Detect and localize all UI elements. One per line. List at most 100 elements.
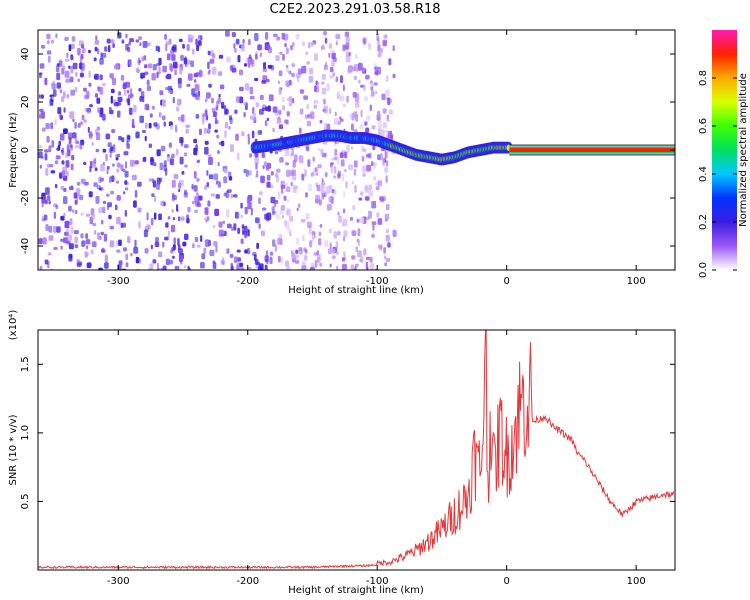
spectrogram-noise-cell (107, 202, 112, 208)
spectrogram-noise-cell (330, 162, 334, 166)
spectrogram-noise-cell (68, 243, 74, 250)
spectrogram-noise-cell (67, 234, 72, 242)
spectrogram-noise-cell (179, 137, 184, 144)
spectrogram-noise-cell (252, 107, 255, 115)
spectrogram-noise-cell (124, 170, 129, 178)
spectrogram-noise-cell (133, 104, 137, 113)
spectrogram-noise-cell (226, 248, 230, 254)
spectrogram-noise-cell (379, 197, 385, 203)
spectrogram-noise-cell (350, 216, 354, 221)
spectrogram-noise-cell (212, 53, 216, 59)
spectrogram-noise-cell (158, 66, 161, 75)
spectrogram-noise-cell (47, 40, 50, 45)
spectrogram-noise-cell (190, 35, 195, 39)
spectrogram-noise-cell (385, 234, 390, 242)
spectrogram-noise-cell (167, 216, 171, 220)
spectrogram-noise-cell (328, 228, 332, 234)
spectrogram-noise-cell (234, 109, 238, 114)
spectrogram-noise-cell (56, 72, 61, 81)
spectrogram-noise-cell (320, 185, 325, 194)
spectrogram-noise-cell (51, 96, 54, 100)
spectrogram-noise-cell (278, 110, 282, 115)
spectrogram-noise-cell (86, 245, 89, 250)
spectrogram-noise-cell (285, 186, 291, 193)
spectrogram-noise-cell (169, 158, 174, 166)
spectrogram-noise-cell (288, 70, 292, 75)
spectrogram-noise-cell (97, 86, 101, 92)
spectrogram-noise-cell (69, 76, 74, 83)
spectrogram-noise-cell (264, 120, 268, 127)
spectrogram-noise-cell (138, 88, 142, 92)
spectrogram-noise-cell (118, 260, 123, 266)
spectrogram-noise-cell (371, 221, 377, 225)
spectrogram-noise-cell (88, 70, 91, 78)
spectrogram-noise-cell (126, 143, 130, 149)
spectrogram-noise-cell (304, 169, 307, 177)
spectrogram-noise-cell (152, 180, 156, 188)
colorbar-tick-label: 0.6 (698, 118, 709, 134)
spectrogram-noise-cell (234, 211, 240, 219)
spectrogram-noise-cell (172, 97, 175, 104)
spectrogram-noise-cell (388, 98, 392, 104)
spectrogram-noise-cell (215, 194, 220, 199)
spectrogram-noise-cell (174, 265, 180, 270)
spectrogram-noise-cell (111, 129, 116, 133)
spectrogram-noise-cell (129, 159, 135, 167)
spectrogram-noise-cell (369, 104, 372, 111)
spectrogram-noise-cell (368, 190, 373, 197)
y-tick-label: 20 (20, 96, 31, 109)
spectrogram-noise-cell (317, 147, 321, 152)
spectrogram-noise-cell (370, 262, 375, 270)
spectrogram-noise-cell (331, 248, 336, 255)
spectrogram-noise-cell (314, 85, 320, 93)
spectrogram-noise-cell (284, 149, 290, 157)
spectrogram-noise-cell (241, 131, 245, 137)
spectrogram-noise-cell (84, 107, 87, 112)
spectrogram-noise-cell (110, 88, 115, 94)
spectrogram-noise-cell (226, 56, 231, 63)
spectrogram-noise-cell (262, 107, 265, 112)
spectrogram-noise-cell (254, 33, 259, 41)
spectrogram-noise-cell (388, 109, 393, 115)
spectrogram-noise-cell (236, 264, 239, 270)
spectrogram-noise-cell (63, 187, 67, 192)
spectrogram-noise-cell (219, 230, 225, 234)
spectrogram-noise-cell (383, 40, 387, 47)
spectrogram-noise-cell (94, 40, 100, 45)
x-tick-label: 100 (627, 276, 646, 287)
spectrogram-noise-cell (364, 121, 368, 126)
spectrogram-noise-cell (50, 170, 56, 174)
spectrogram-noise-cell (339, 152, 344, 159)
spectrogram-noise-cell (129, 88, 133, 95)
spectrogram-noise-cell (350, 264, 354, 270)
spectrogram-noise-cell (187, 206, 191, 213)
spectrogram-noise-cell (138, 36, 143, 41)
spectrogram-noise-cell (153, 212, 157, 220)
spectrogram-noise-cell (377, 44, 381, 52)
spectrogram-noise-cell (377, 37, 380, 45)
spectrogram-noise-cell (51, 39, 54, 44)
spectrogram-noise-cell (237, 257, 242, 262)
spectrogram-noise-cell (258, 197, 261, 205)
spectrogram-noise-cell (94, 46, 98, 52)
spectrogram-noise-cell (48, 200, 51, 205)
spectrogram-noise-cell (342, 208, 346, 214)
spectrogram-noise-cell (138, 221, 141, 229)
spectrogram-noise-cell (66, 52, 69, 58)
spectrogram-noise-cell (377, 154, 381, 161)
spectrogram-noise-cell (288, 96, 292, 103)
spectrogram-noise-cell (220, 140, 225, 147)
spectrogram-noise-cell (169, 259, 173, 265)
spectrogram-noise-cell (177, 77, 182, 84)
spectrogram-noise-cell (371, 234, 375, 238)
spectrogram-noise-cell (58, 140, 61, 147)
spectrogram-noise-cell (274, 151, 279, 155)
colorbar-tick-label: 0.4 (698, 166, 709, 182)
spectrogram-noise-cell (144, 103, 150, 111)
spectrogram-noise-cell (90, 208, 95, 216)
spectrogram-noise-cell (236, 96, 240, 103)
spectrogram-noise-cell (203, 128, 208, 134)
spectrogram-noise-cell (305, 213, 310, 220)
snr-frame (37, 329, 676, 571)
spectrogram-noise-cell (316, 184, 321, 192)
